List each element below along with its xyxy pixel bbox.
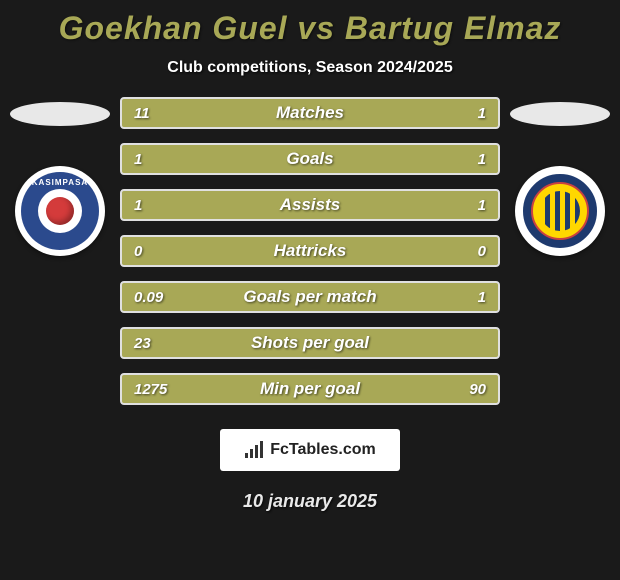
team-right-column [500, 97, 620, 256]
comparison-infographic: Goekhan Guel vs Bartug Elmaz Club compet… [0, 0, 620, 522]
crest-right-ring [519, 170, 601, 252]
stat-right-value: 1 [478, 151, 486, 168]
stat-row-goals: 1 Goals 1 [120, 143, 500, 175]
crest-left-ring [21, 172, 99, 250]
stat-left-value: 23 [134, 335, 151, 352]
stat-right-value: 1 [478, 197, 486, 214]
stat-left-value: 1 [134, 151, 142, 168]
brand-text: FcTables.com [270, 441, 376, 459]
stat-row-assists: 1 Assists 1 [120, 189, 500, 221]
stats-column: 11 Matches 1 1 Goals 1 1 Assists 1 0 Hat… [120, 97, 500, 405]
crest-right [515, 166, 605, 256]
stat-row-spg: 23 Shots per goal [120, 327, 500, 359]
team-left-column [0, 97, 120, 256]
crest-left-dot [46, 197, 74, 225]
stat-label: Assists [134, 195, 486, 215]
stat-label: Goals [134, 149, 486, 169]
crest-left [15, 166, 105, 256]
ball-icon-left [10, 102, 110, 126]
main-area: 11 Matches 1 1 Goals 1 1 Assists 1 0 Hat… [0, 97, 620, 405]
stat-row-hattricks: 0 Hattricks 0 [120, 235, 500, 267]
stat-left-value: 11 [134, 105, 150, 122]
stat-left-value: 0.09 [134, 289, 163, 306]
date-text: 10 january 2025 [0, 491, 620, 512]
stat-label: Shots per goal [134, 333, 486, 353]
chart-icon [244, 441, 264, 459]
stat-right-value: 1 [478, 105, 486, 122]
page-title: Goekhan Guel vs Bartug Elmaz [0, 10, 620, 47]
stat-row-mpg: 1275 Min per goal 90 [120, 373, 500, 405]
stat-left-value: 1 [134, 197, 142, 214]
crest-right-center [531, 182, 589, 240]
stat-left-value: 0 [134, 243, 142, 260]
subtitle: Club competitions, Season 2024/2025 [0, 59, 620, 77]
crest-right-stripes [540, 191, 580, 231]
brand-box: FcTables.com [220, 429, 400, 471]
stat-label: Goals per match [134, 287, 486, 307]
stat-right-value: 1 [478, 289, 486, 306]
stat-row-matches: 11 Matches 1 [120, 97, 500, 129]
ball-icon-right [510, 102, 610, 126]
stat-right-value: 90 [469, 381, 486, 398]
stat-label: Hattricks [134, 241, 486, 261]
stat-label: Matches [134, 103, 486, 123]
stat-row-gpm: 0.09 Goals per match 1 [120, 281, 500, 313]
stat-label: Min per goal [134, 379, 486, 399]
crest-left-center [38, 189, 82, 233]
stat-left-value: 1275 [134, 381, 167, 398]
stat-right-value: 0 [478, 243, 486, 260]
